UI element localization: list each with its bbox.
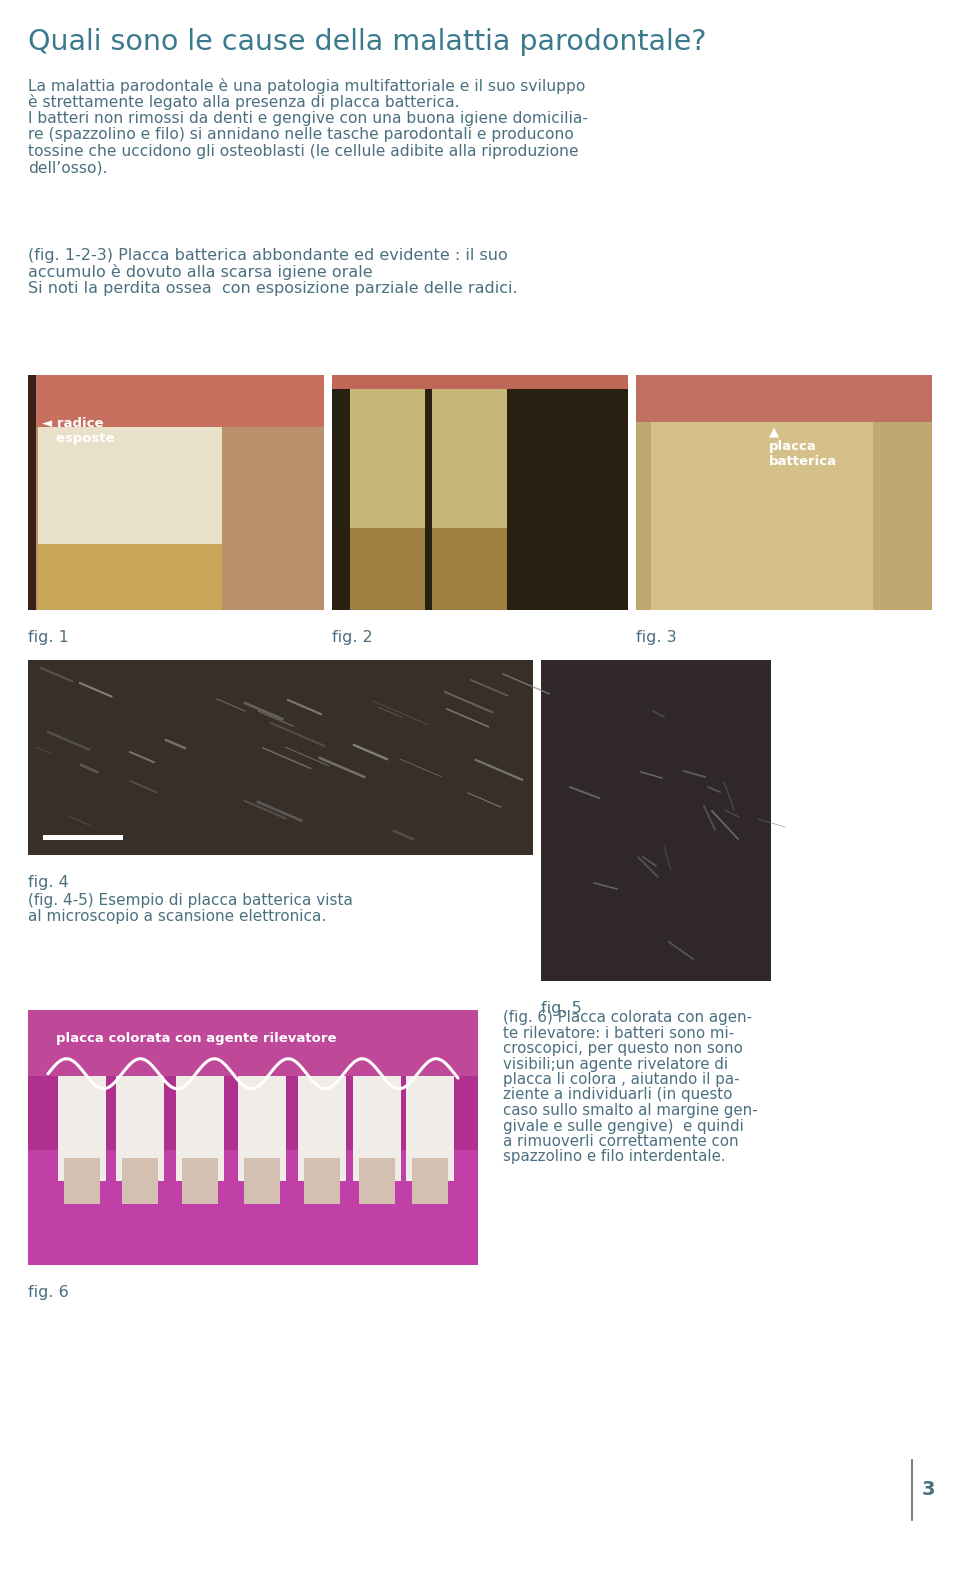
- Text: fig. 6: fig. 6: [28, 1285, 69, 1300]
- Text: dell’osso).: dell’osso).: [28, 160, 108, 176]
- Bar: [332, 376, 628, 610]
- Text: fig. 5: fig. 5: [541, 1002, 582, 1016]
- Bar: [636, 376, 932, 610]
- Bar: [353, 1073, 401, 1181]
- Text: (fig. 4-5) Esempio di placca batterica vista: (fig. 4-5) Esempio di placca batterica v…: [28, 892, 353, 908]
- Bar: [182, 1159, 218, 1203]
- Bar: [350, 387, 425, 528]
- Bar: [432, 387, 507, 528]
- Bar: [359, 1159, 395, 1203]
- Bar: [176, 1073, 224, 1181]
- Bar: [28, 1151, 478, 1265]
- Text: (fig. 1-2-3) Placca batterica abbondante ed evidente : il suo: (fig. 1-2-3) Placca batterica abbondante…: [28, 247, 508, 263]
- Bar: [636, 376, 932, 422]
- Bar: [116, 1073, 164, 1181]
- Bar: [332, 376, 628, 388]
- Text: spazzolino e filo interdentale.: spazzolino e filo interdentale.: [503, 1149, 726, 1165]
- Text: fig. 3: fig. 3: [636, 629, 677, 645]
- Text: te rilevatore: i batteri sono mi-: te rilevatore: i batteri sono mi-: [503, 1025, 734, 1040]
- Bar: [244, 1159, 280, 1203]
- Text: Quali sono le cause della malattia parodontale?: Quali sono le cause della malattia parod…: [28, 29, 707, 55]
- Bar: [412, 1159, 448, 1203]
- Text: visibili;un agente rivelatore di: visibili;un agente rivelatore di: [503, 1057, 728, 1071]
- Text: I batteri non rimossi da denti e gengive con una buona igiene domicilia-: I batteri non rimossi da denti e gengive…: [28, 111, 588, 125]
- Text: tossine che uccidono gli osteoblasti (le cellule adibite alla riproduzione: tossine che uccidono gli osteoblasti (le…: [28, 144, 579, 158]
- Text: re (spazzolino e filo) si annidano nelle tasche parodontali e producono: re (spazzolino e filo) si annidano nelle…: [28, 127, 574, 143]
- Bar: [38, 426, 222, 596]
- Text: è strettamente legato alla presenza di placca batterica.: è strettamente legato alla presenza di p…: [28, 95, 460, 111]
- Bar: [122, 1159, 158, 1203]
- Bar: [28, 1010, 478, 1076]
- Text: fig. 4: fig. 4: [28, 875, 69, 891]
- Bar: [58, 1073, 106, 1181]
- Bar: [28, 1010, 478, 1265]
- Text: fig. 1: fig. 1: [28, 629, 69, 645]
- Text: caso sullo smalto al margine gen-: caso sullo smalto al margine gen-: [503, 1103, 757, 1117]
- Bar: [28, 376, 324, 610]
- Text: ziente a individuarli (in questo: ziente a individuarli (in questo: [503, 1087, 732, 1103]
- Text: accumulo è dovuto alla scarsa igiene orale: accumulo è dovuto alla scarsa igiene ora…: [28, 265, 372, 281]
- Bar: [298, 1073, 346, 1181]
- Bar: [651, 422, 873, 610]
- Text: 3: 3: [922, 1480, 935, 1499]
- Text: La malattia parodontale è una patologia multifattoriale e il suo sviluppo: La malattia parodontale è una patologia …: [28, 78, 586, 94]
- Bar: [332, 376, 628, 610]
- Text: fig. 2: fig. 2: [332, 629, 372, 645]
- Text: ▲
placca
batterica: ▲ placca batterica: [769, 425, 837, 468]
- Text: (fig. 6) Placca colorata con agen-: (fig. 6) Placca colorata con agen-: [503, 1010, 752, 1025]
- Bar: [238, 1073, 286, 1181]
- Bar: [38, 544, 222, 610]
- Text: a rimuoverli correttamente con: a rimuoverli correttamente con: [503, 1133, 738, 1149]
- Bar: [406, 1073, 454, 1181]
- Bar: [64, 1159, 100, 1203]
- Bar: [28, 376, 36, 610]
- Text: al microscopio a scansione elettronica.: al microscopio a scansione elettronica.: [28, 910, 326, 924]
- Bar: [350, 528, 425, 610]
- Text: ◄ radice
   esposte: ◄ radice esposte: [42, 417, 114, 445]
- Bar: [304, 1159, 340, 1203]
- Bar: [541, 659, 771, 981]
- Bar: [28, 376, 324, 426]
- Text: placca colorata con agente rilevatore: placca colorata con agente rilevatore: [56, 1032, 337, 1045]
- Text: placca li colora , aiutando il pa-: placca li colora , aiutando il pa-: [503, 1071, 739, 1087]
- Text: croscopici, per questo non sono: croscopici, per questo non sono: [503, 1041, 743, 1056]
- Text: givale e sulle gengive)  e quindi: givale e sulle gengive) e quindi: [503, 1119, 744, 1133]
- Text: Si noti la perdita ossea  con esposizione parziale delle radici.: Si noti la perdita ossea con esposizione…: [28, 281, 517, 296]
- Bar: [28, 659, 533, 854]
- Bar: [43, 835, 123, 840]
- Bar: [432, 528, 507, 610]
